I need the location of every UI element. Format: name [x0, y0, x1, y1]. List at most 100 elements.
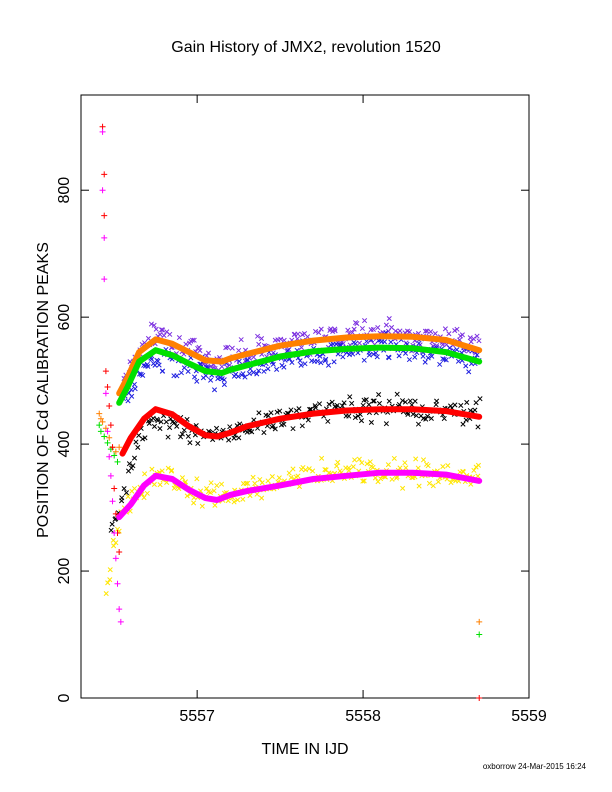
data-point: [441, 415, 447, 422]
data-point: [129, 393, 135, 399]
chart-title: Gain History of JMX2, revolution 1520: [171, 39, 441, 56]
data-point: [235, 373, 241, 379]
data-point: [334, 463, 340, 469]
data-point: [322, 467, 328, 473]
data-point: [412, 354, 418, 360]
data-point: [361, 357, 367, 363]
data-point: [109, 498, 116, 505]
data-point: [179, 431, 185, 437]
data-point: [246, 371, 252, 377]
data-point: [221, 377, 227, 383]
plot-area: [96, 123, 483, 701]
data-point: [214, 482, 220, 489]
data-point: [231, 435, 237, 441]
data-point: [376, 392, 382, 398]
data-point: [111, 543, 117, 549]
data-point: [99, 128, 106, 135]
data-point: [207, 489, 213, 496]
data-point: [392, 328, 399, 334]
y-tick-label: 600: [56, 304, 73, 331]
data-point: [107, 472, 114, 479]
data-point: [142, 471, 148, 477]
data-point: [218, 481, 225, 487]
data-point: [412, 398, 418, 404]
data-point: [329, 399, 335, 405]
data-point: [424, 413, 431, 419]
data-point: [325, 418, 331, 424]
x-tick-label: 5558: [345, 708, 381, 725]
x-axis-label: TIME IN IJD: [261, 741, 348, 758]
data-point: [261, 429, 267, 436]
data-point: [97, 428, 104, 435]
data-point: [191, 500, 197, 506]
data-point: [116, 606, 123, 613]
data-point: [459, 332, 465, 338]
data-point: [158, 327, 165, 333]
data-point: [227, 424, 233, 430]
data-point: [259, 480, 265, 486]
data-point: [363, 397, 369, 403]
data-point: [269, 474, 275, 480]
data-point: [148, 321, 154, 327]
data-point: [413, 413, 419, 419]
data-point: [318, 360, 324, 366]
data-point: [386, 398, 392, 404]
data-point: [116, 444, 123, 451]
data-point: [103, 591, 109, 597]
data-point: [141, 495, 147, 501]
data-point: [140, 372, 146, 378]
data-point: [396, 353, 402, 359]
y-axis: 0 200 400 600 800: [56, 177, 529, 702]
data-point: [319, 455, 325, 461]
data-point: [354, 320, 360, 327]
data-point: [102, 425, 109, 432]
data-point: [151, 423, 158, 429]
data-point: [257, 476, 263, 483]
data-point: [277, 408, 283, 414]
data-point: [360, 478, 366, 484]
y-axis-label: POSITION OF Cd CALIBRATION PEAKS: [35, 242, 52, 538]
data-point: [157, 331, 163, 338]
data-point: [149, 466, 155, 472]
data-point: [349, 400, 355, 406]
data-point: [359, 325, 365, 332]
data-point: [437, 361, 443, 367]
data-point: [400, 485, 406, 491]
data-point: [155, 358, 161, 364]
data-point: [131, 381, 137, 387]
data-point: [152, 362, 158, 368]
trend-line: [116, 333, 483, 397]
data-point: [472, 407, 478, 413]
y-tick-label: 0: [56, 693, 73, 702]
data-point: [213, 425, 220, 431]
data-point: [345, 327, 351, 333]
x-tick-label: 5559: [511, 708, 547, 725]
data-point: [226, 437, 232, 443]
data-point: [463, 417, 469, 423]
data-point: [252, 480, 258, 487]
data-point: [191, 337, 197, 343]
data-point: [123, 490, 129, 496]
data-point: [420, 353, 426, 359]
series-6: [119, 406, 483, 457]
data-point: [372, 475, 378, 481]
data-point: [326, 401, 332, 407]
data-point: [391, 455, 397, 461]
data-point: [371, 398, 377, 404]
data-point: [385, 328, 392, 334]
data-point: [174, 373, 180, 379]
data-point: [101, 276, 108, 283]
data-point: [150, 415, 156, 421]
data-point: [116, 549, 123, 556]
data-point: [107, 567, 113, 573]
data-point: [102, 390, 109, 397]
data-point: [171, 420, 177, 426]
data-point: [373, 350, 379, 356]
data-point: [415, 465, 421, 471]
data-point: [288, 474, 294, 481]
data-point: [316, 401, 323, 407]
data-point: [144, 490, 150, 496]
data-point: [113, 540, 119, 546]
data-point: [112, 448, 119, 455]
data-point: [128, 465, 134, 471]
